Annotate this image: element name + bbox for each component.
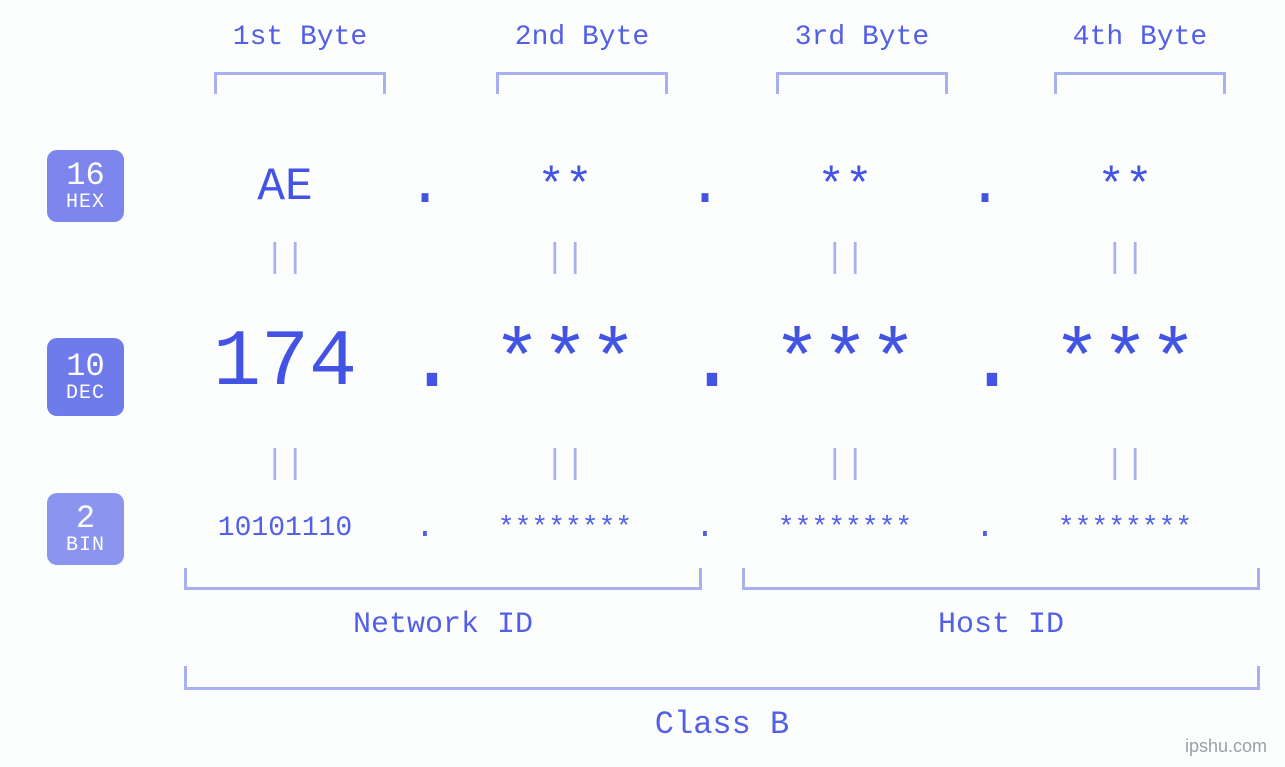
network-id-label: Network ID: [184, 608, 702, 642]
equals-glyph: ||: [725, 446, 965, 486]
host-id-label: Host ID: [742, 608, 1260, 642]
dec-byte-2: ***: [445, 318, 685, 409]
host-id-bracket: [742, 568, 1260, 590]
class-label: Class B: [184, 706, 1260, 743]
badge-bin-lab: BIN: [66, 535, 105, 556]
separator-dot: .: [965, 509, 1005, 547]
dec-byte-3: ***: [725, 318, 965, 409]
hex-row: AE . ** . ** . **: [165, 142, 1245, 232]
class-bracket: [184, 666, 1260, 690]
byte-bracket-2: [496, 72, 668, 94]
separator-dot: .: [965, 153, 1005, 221]
equals-glyph: ||: [1005, 240, 1245, 280]
badge-hex: 16 HEX: [47, 150, 124, 222]
byte-label-2: 2nd Byte: [452, 22, 712, 53]
badge-hex-lab: HEX: [66, 192, 105, 213]
byte-bracket-4: [1054, 72, 1226, 94]
hex-byte-2: **: [445, 161, 685, 213]
bin-byte-3: ********: [725, 513, 965, 544]
separator-dot: .: [965, 312, 1005, 414]
separator-dot: .: [405, 509, 445, 547]
byte-label-1: 1st Byte: [170, 22, 430, 53]
ip-bases-diagram: 1st Byte 2nd Byte 3rd Byte 4th Byte 16 H…: [0, 0, 1285, 767]
badge-dec-num: 10: [66, 350, 104, 384]
byte-label-3: 3rd Byte: [732, 22, 992, 53]
separator-dot: .: [405, 312, 445, 414]
separator-dot: .: [405, 153, 445, 221]
hex-byte-1: AE: [165, 161, 405, 213]
byte-bracket-1: [214, 72, 386, 94]
equals-row-2: || || || ||: [165, 446, 1245, 486]
separator-dot: .: [685, 312, 725, 414]
equals-glyph: ||: [445, 446, 685, 486]
equals-row-1: || || || ||: [165, 240, 1245, 280]
equals-glyph: ||: [725, 240, 965, 280]
bin-byte-1: 10101110: [165, 513, 405, 544]
watermark: ipshu.com: [1185, 736, 1267, 757]
separator-dot: .: [685, 153, 725, 221]
separator-dot: .: [685, 509, 725, 547]
equals-glyph: ||: [445, 240, 685, 280]
bin-row: 10101110 . ******** . ******** . *******…: [165, 498, 1245, 558]
hex-byte-3: **: [725, 161, 965, 213]
badge-bin-num: 2: [76, 502, 95, 536]
dec-byte-4: ***: [1005, 318, 1245, 409]
badge-hex-num: 16: [66, 159, 104, 193]
bin-byte-4: ********: [1005, 513, 1245, 544]
badge-dec: 10 DEC: [47, 338, 124, 416]
badge-bin: 2 BIN: [47, 493, 124, 565]
network-id-bracket: [184, 568, 702, 590]
dec-byte-1: 174: [165, 318, 405, 409]
equals-glyph: ||: [165, 240, 405, 280]
dec-row: 174 . *** . *** . ***: [165, 318, 1245, 408]
byte-bracket-3: [776, 72, 948, 94]
equals-glyph: ||: [1005, 446, 1245, 486]
equals-glyph: ||: [165, 446, 405, 486]
badge-dec-lab: DEC: [66, 383, 105, 404]
byte-label-4: 4th Byte: [1010, 22, 1270, 53]
hex-byte-4: **: [1005, 161, 1245, 213]
bin-byte-2: ********: [445, 513, 685, 544]
